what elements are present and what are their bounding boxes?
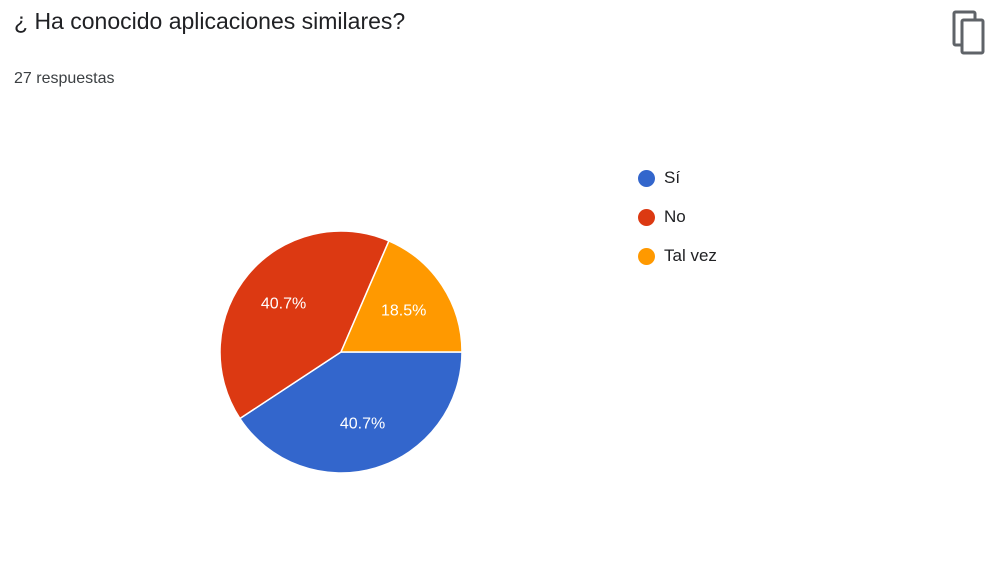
response-count: 27 respuestas (14, 70, 115, 87)
pie-slice-2 (219, 230, 390, 420)
legend-swatch (638, 247, 655, 265)
question-title: ¿ Ha conocido aplicaciones similares? (14, 8, 406, 34)
legend-item[interactable]: No (638, 207, 717, 227)
pie-slice-3 (339, 239, 463, 353)
legend-item[interactable]: Tal vez (638, 246, 717, 266)
legend-label: Sí (664, 168, 681, 187)
pie-slice-label-2: 40.7% (261, 295, 306, 312)
legend-item[interactable]: Sí (638, 168, 717, 188)
legend-swatch (638, 169, 655, 187)
chart-legend: Sí No Tal vez (638, 168, 717, 285)
copy-chart-button[interactable] (948, 6, 992, 56)
legend-label: No (664, 207, 686, 226)
copy-icon (952, 10, 985, 55)
legend-swatch (638, 208, 655, 226)
pie-slice-label-3: 18.5% (381, 302, 426, 319)
pie-slice-label-1: 40.7% (340, 415, 385, 432)
legend-label: Tal vez (664, 246, 717, 265)
